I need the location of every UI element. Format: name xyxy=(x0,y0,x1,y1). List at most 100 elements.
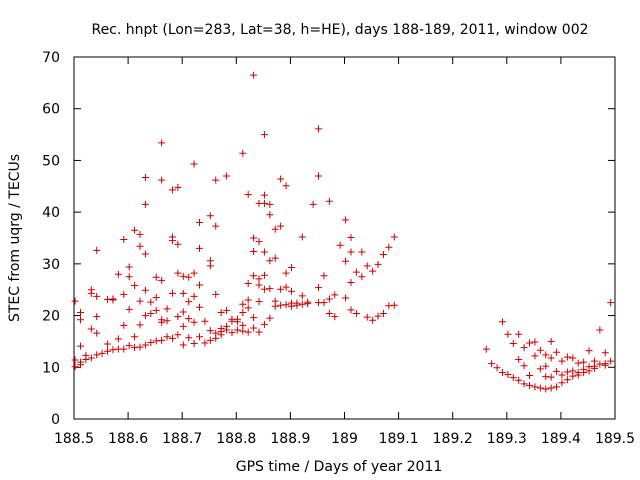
data-point xyxy=(569,354,577,362)
data-point xyxy=(179,289,187,297)
data-point xyxy=(331,313,339,321)
data-point xyxy=(347,278,355,286)
data-point xyxy=(250,314,258,322)
data-point xyxy=(601,361,609,369)
y-tick-label: 30 xyxy=(42,257,60,273)
data-point xyxy=(212,290,220,298)
data-point xyxy=(385,243,393,251)
data-point xyxy=(206,262,214,270)
data-point xyxy=(553,348,561,356)
data-point xyxy=(379,251,387,259)
data-point xyxy=(482,345,490,353)
data-point xyxy=(277,285,285,293)
data-point xyxy=(109,346,117,354)
data-point xyxy=(531,383,539,391)
data-point xyxy=(369,316,377,324)
data-point xyxy=(271,225,279,233)
data-point xyxy=(315,172,323,180)
data-point xyxy=(342,216,350,224)
data-point xyxy=(212,176,220,184)
data-point xyxy=(558,371,566,379)
data-point xyxy=(141,200,149,208)
data-point xyxy=(185,334,193,342)
data-point xyxy=(266,257,274,265)
data-point xyxy=(206,327,214,335)
data-point xyxy=(76,316,84,324)
x-tick-label: 189.3 xyxy=(487,431,527,447)
data-point xyxy=(168,186,176,194)
data-point xyxy=(558,357,566,365)
data-point xyxy=(515,376,523,384)
data-point xyxy=(260,199,268,207)
data-point xyxy=(120,236,128,244)
data-point xyxy=(585,347,593,355)
chart-title: Rec. hnpt (Lon=283, Lat=38, h=HE), days … xyxy=(91,22,588,38)
data-point xyxy=(76,342,84,350)
y-tick-label: 0 xyxy=(51,412,60,428)
data-point xyxy=(114,335,122,343)
data-point xyxy=(607,357,615,365)
data-point xyxy=(352,268,360,276)
data-point xyxy=(87,325,95,333)
data-points xyxy=(71,71,615,393)
data-point xyxy=(196,244,204,252)
data-point xyxy=(190,339,198,347)
data-point xyxy=(141,286,149,294)
x-tick-label: 188.7 xyxy=(162,431,202,447)
data-point xyxy=(266,314,274,322)
data-point xyxy=(71,356,79,364)
data-point xyxy=(76,308,84,316)
data-point xyxy=(277,301,285,309)
x-tick-label: 188.9 xyxy=(270,431,310,447)
data-point xyxy=(515,356,523,364)
data-point xyxy=(255,281,263,289)
data-point xyxy=(260,248,268,256)
data-point xyxy=(141,250,149,258)
data-point xyxy=(374,312,382,320)
data-point xyxy=(228,329,236,337)
data-point xyxy=(374,260,382,268)
data-point xyxy=(190,318,198,326)
data-point xyxy=(104,347,112,355)
data-point xyxy=(352,310,360,318)
data-point xyxy=(136,343,144,351)
data-point xyxy=(271,302,279,310)
data-point xyxy=(152,273,160,281)
data-point xyxy=(260,285,268,293)
data-point xyxy=(217,308,225,316)
plot-area xyxy=(73,56,616,420)
data-point xyxy=(580,368,588,376)
data-point xyxy=(563,376,571,384)
data-point xyxy=(212,334,220,342)
data-point xyxy=(174,269,182,277)
data-point xyxy=(547,354,555,362)
data-point xyxy=(163,305,171,313)
data-point xyxy=(531,352,539,360)
data-point xyxy=(109,296,117,304)
data-point xyxy=(196,218,204,226)
data-point xyxy=(342,294,350,302)
data-point xyxy=(520,380,528,388)
data-point xyxy=(131,282,139,290)
data-point xyxy=(536,346,544,354)
data-point xyxy=(363,262,371,270)
data-point xyxy=(277,175,285,183)
data-point xyxy=(520,362,528,370)
data-point xyxy=(325,310,333,318)
data-point xyxy=(125,263,133,271)
data-point xyxy=(136,297,144,305)
data-point xyxy=(563,353,571,361)
data-point xyxy=(158,318,166,326)
data-point xyxy=(542,373,550,381)
data-point xyxy=(315,284,323,292)
data-point xyxy=(152,337,160,345)
data-point xyxy=(255,275,263,283)
x-tick-label: 188.8 xyxy=(216,431,256,447)
data-point xyxy=(163,317,171,325)
data-point xyxy=(320,299,328,307)
data-point xyxy=(147,298,155,306)
data-point xyxy=(179,341,187,349)
data-point xyxy=(179,272,187,280)
data-point xyxy=(87,354,95,362)
data-point xyxy=(168,237,176,245)
